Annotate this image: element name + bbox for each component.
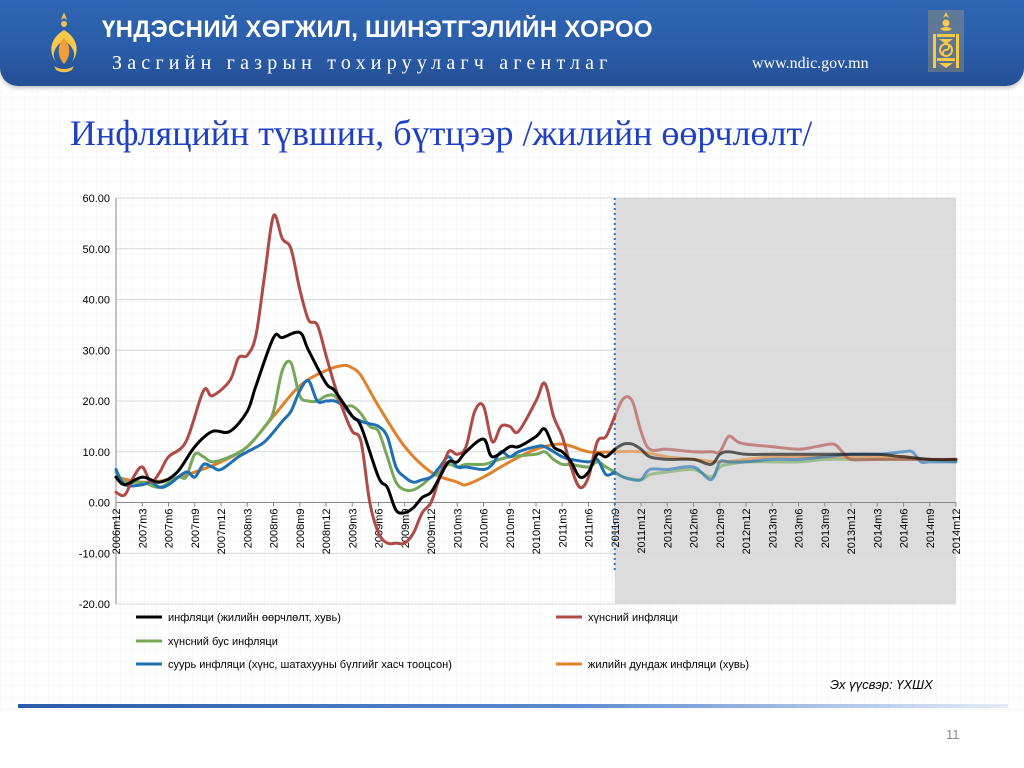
- y-tick-label: -20.00: [79, 599, 110, 611]
- header-banner: ҮНДЭСНИЙ ХӨГЖИЛ, ШИНЭТГЭЛИЙН ХОРОО Засги…: [0, 0, 1024, 86]
- x-tick-label: 2013m12: [846, 509, 858, 555]
- inflation-line-chart: 60.00 50.00 40.00 30.00 20.00 10.00 0.00 -10.00…: [79, 193, 963, 671]
- x-tick-label: 2012m3: [662, 509, 674, 549]
- x-tick-label: 2008m3: [242, 509, 254, 549]
- x-tick-label: 2008m9: [295, 509, 307, 549]
- y-tick-label: 60.00: [82, 193, 110, 205]
- x-tick-label: 2012m9: [715, 509, 727, 549]
- y-tick-label: 10.00: [82, 447, 110, 459]
- legend-label-1: инфляци (жилийн өөрчлөлт, хувь): [168, 612, 341, 624]
- x-tick-label: 2009m3: [347, 509, 359, 549]
- legend-label-2: хүнсний инфляци: [588, 612, 678, 624]
- x-tick-label: 2014m6: [899, 509, 911, 549]
- header-subtitle: Засгийн газрын тохируулагч агентлаг: [112, 52, 613, 74]
- legend-label-3: хүнсний бус инфляци: [168, 636, 278, 648]
- source-note: Эх үүсвэр: ҮХШХ: [830, 677, 933, 692]
- y-tick-label: -10.00: [79, 548, 110, 560]
- y-tick-label: 30.00: [82, 345, 110, 357]
- x-tick-label: 2012m12: [741, 509, 753, 555]
- x-tick-label: 2007m12: [216, 509, 228, 555]
- x-tick-label: 2007m9: [190, 509, 202, 549]
- y-tick-label: 0.00: [89, 498, 110, 510]
- slide-title: Инфляцийн түвшин, бүтцээр /жилийн өөрчлө…: [70, 113, 813, 153]
- series-forecast-line-4: [613, 449, 958, 483]
- x-tick-label: 2008m12: [321, 509, 333, 555]
- x-tick-label: 2007m6: [164, 509, 176, 549]
- soyombo-emblem-icon: [928, 10, 964, 72]
- x-tick-label: 2006m12: [111, 509, 123, 555]
- y-tick-label: 40.00: [82, 295, 110, 307]
- x-tick-label: 2010m6: [479, 509, 491, 549]
- series-forecast-line-2: [613, 395, 958, 462]
- x-tick-label: 2010m12: [531, 509, 543, 555]
- x-tick-label: 2011m9: [610, 509, 622, 548]
- series-line-5: [114, 363, 617, 487]
- x-tick-label: 2014m12: [951, 509, 963, 555]
- x-tick-label: 2012m6: [689, 509, 701, 549]
- series-line-1: [114, 330, 617, 515]
- y-tick-label: 20.00: [82, 396, 110, 408]
- x-tick-label: 2011m3: [557, 509, 569, 548]
- x-tick-label: 2008m6: [269, 509, 281, 549]
- committee-logo-icon: [51, 12, 77, 73]
- legend-label-5: жилийн дундаж инфляци (хувь): [588, 659, 749, 671]
- x-tick-label: 2011m6: [584, 509, 596, 548]
- series-forecast-line-1: [613, 442, 958, 466]
- header-url[interactable]: www.ndic.gov.mn: [752, 55, 869, 72]
- series-line-4: [114, 378, 617, 489]
- x-tick-label: 2013m3: [767, 509, 779, 549]
- legend-label-4: суурь инфляци (хүнс, шатахууны бүлгийг х…: [168, 659, 452, 671]
- series-line-2: [114, 213, 617, 546]
- x-tick-label: 2014m9: [925, 509, 937, 549]
- x-tick-label: 2010m3: [452, 509, 464, 549]
- x-tick-label: 2013m9: [820, 509, 832, 549]
- page-number: 11: [946, 727, 960, 742]
- series-line-3: [114, 359, 617, 493]
- header-title: ҮНДЭСНИЙ ХӨГЖИЛ, ШИНЭТГЭЛИЙН ХОРОО: [102, 16, 653, 43]
- x-tick-label: 2007m3: [137, 509, 149, 549]
- x-tick-label: 2014m3: [872, 509, 884, 549]
- x-tick-label: 2011m12: [636, 509, 648, 554]
- bottom-divider: [18, 704, 1008, 708]
- x-tick-label: 2009m12: [426, 509, 438, 555]
- x-tick-label: 2013m6: [794, 509, 806, 549]
- x-tick-label: 2010m9: [505, 509, 517, 549]
- y-tick-label: 50.00: [82, 244, 110, 256]
